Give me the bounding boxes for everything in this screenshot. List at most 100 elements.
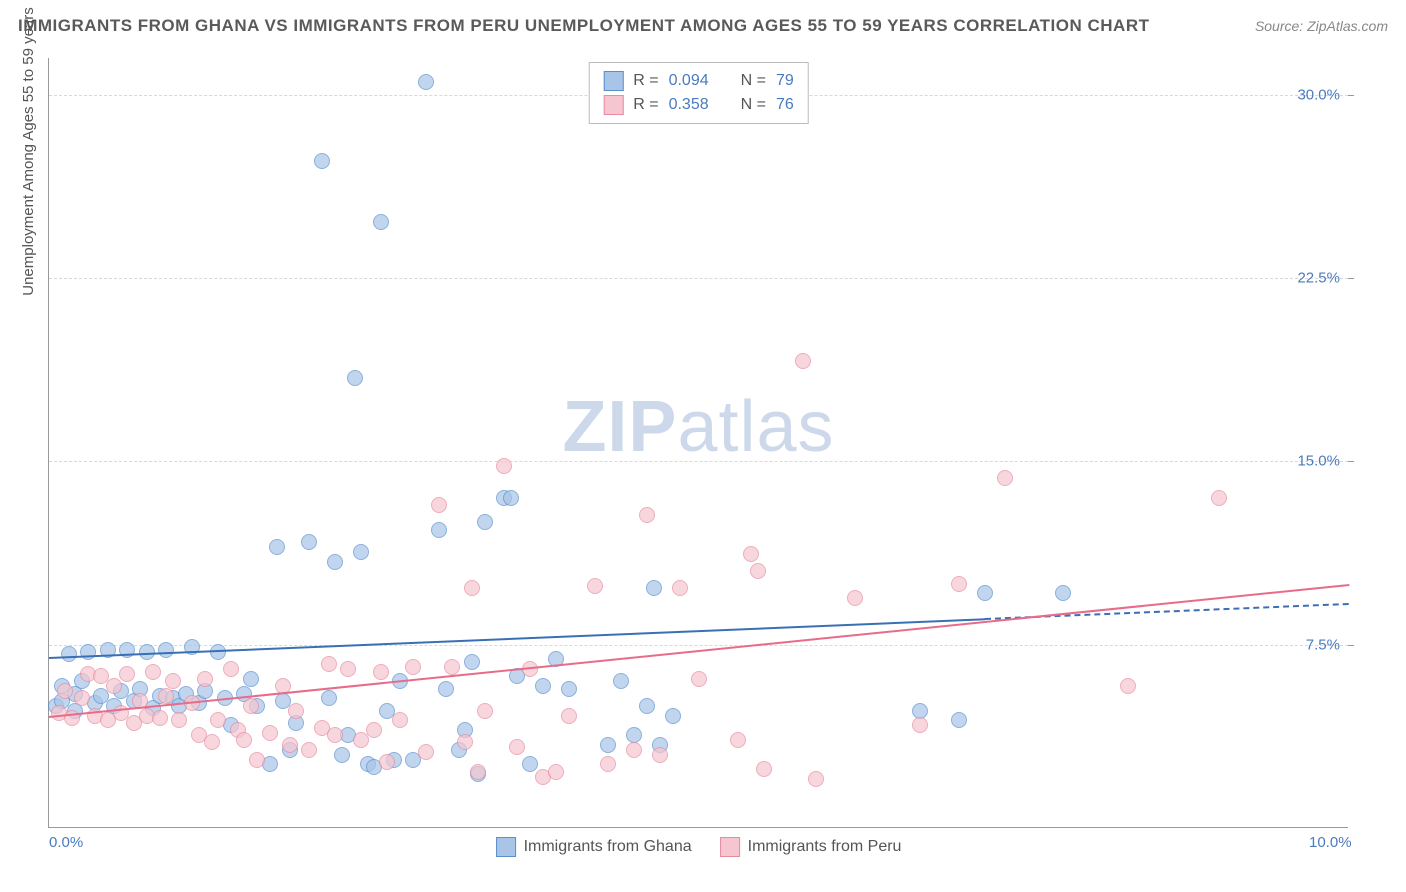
data-point — [262, 725, 278, 741]
data-point — [158, 688, 174, 704]
data-point — [405, 659, 421, 675]
data-point — [912, 717, 928, 733]
data-point — [951, 576, 967, 592]
y-tick-label: 7.5% — [1306, 636, 1340, 653]
gridline — [49, 278, 1348, 279]
data-point — [171, 712, 187, 728]
data-point — [587, 578, 603, 594]
data-point — [236, 732, 252, 748]
data-point — [795, 353, 811, 369]
data-point — [503, 490, 519, 506]
data-point — [808, 771, 824, 787]
data-point — [327, 727, 343, 743]
chart-source: Source: ZipAtlas.com — [1255, 18, 1388, 34]
data-point — [288, 703, 304, 719]
data-point — [613, 673, 629, 689]
data-point — [464, 580, 480, 596]
gridline — [49, 461, 1348, 462]
data-point — [74, 690, 90, 706]
data-point — [204, 734, 220, 750]
chart-title: IMMIGRANTS FROM GHANA VS IMMIGRANTS FROM… — [18, 16, 1150, 36]
legend-swatch — [720, 837, 740, 857]
data-point — [750, 563, 766, 579]
x-tick-label: 10.0% — [1309, 834, 1352, 851]
data-point — [535, 678, 551, 694]
data-point — [691, 671, 707, 687]
legend-swatch — [496, 837, 516, 857]
data-point — [626, 742, 642, 758]
data-point — [327, 554, 343, 570]
data-point — [61, 646, 77, 662]
y-tick-label: 15.0% — [1297, 453, 1340, 470]
legend-row: R =0.094N =79 — [603, 69, 794, 93]
data-point — [665, 708, 681, 724]
legend-row: R =0.358N =76 — [603, 93, 794, 117]
data-point — [353, 544, 369, 560]
data-point — [548, 764, 564, 780]
data-point — [639, 698, 655, 714]
data-point — [269, 539, 285, 555]
gridline — [49, 645, 1348, 646]
data-point — [444, 659, 460, 675]
data-point — [626, 727, 642, 743]
data-point — [321, 656, 337, 672]
data-point — [600, 737, 616, 753]
data-point — [119, 666, 135, 682]
data-point — [509, 739, 525, 755]
data-point — [477, 514, 493, 530]
legend-item: Immigrants from Ghana — [496, 837, 692, 857]
data-point — [373, 214, 389, 230]
x-tick-label: 0.0% — [49, 834, 83, 851]
data-point — [301, 742, 317, 758]
data-point — [997, 470, 1013, 486]
data-point — [743, 546, 759, 562]
data-point — [334, 747, 350, 763]
legend-swatch — [603, 95, 623, 115]
data-point — [672, 580, 688, 596]
data-point — [392, 712, 408, 728]
data-point — [145, 664, 161, 680]
data-point — [158, 642, 174, 658]
data-point — [1211, 490, 1227, 506]
data-point — [522, 756, 538, 772]
data-point — [477, 703, 493, 719]
data-point — [730, 732, 746, 748]
data-point — [418, 74, 434, 90]
data-point — [106, 678, 122, 694]
legend-swatch — [603, 71, 623, 91]
data-point — [561, 681, 577, 697]
data-point — [340, 661, 356, 677]
data-point — [561, 708, 577, 724]
data-point — [210, 712, 226, 728]
data-point — [438, 681, 454, 697]
data-point — [373, 664, 389, 680]
data-point — [379, 754, 395, 770]
data-point — [756, 761, 772, 777]
data-point — [282, 737, 298, 753]
data-point — [646, 580, 662, 596]
series-legend: Immigrants from Ghana Immigrants from Per… — [496, 837, 902, 857]
data-point — [977, 585, 993, 601]
watermark: ZIPatlas — [562, 386, 834, 468]
data-point — [197, 671, 213, 687]
y-tick-label: 30.0% — [1297, 86, 1340, 103]
data-point — [951, 712, 967, 728]
data-point — [321, 690, 337, 706]
data-point — [243, 671, 259, 687]
data-point — [1120, 678, 1136, 694]
data-point — [223, 661, 239, 677]
data-point — [457, 734, 473, 750]
data-point — [314, 153, 330, 169]
data-point — [347, 370, 363, 386]
data-point — [249, 752, 265, 768]
legend-item: Immigrants from Peru — [720, 837, 902, 857]
data-point — [847, 590, 863, 606]
data-point — [418, 744, 434, 760]
data-point — [366, 722, 382, 738]
data-point — [431, 522, 447, 538]
data-point — [57, 683, 73, 699]
data-point — [431, 497, 447, 513]
y-axis-label: Unemployment Among Ages 55 to 59 years — [20, 7, 37, 296]
data-point — [243, 698, 259, 714]
y-tick-label: 22.5% — [1297, 270, 1340, 287]
